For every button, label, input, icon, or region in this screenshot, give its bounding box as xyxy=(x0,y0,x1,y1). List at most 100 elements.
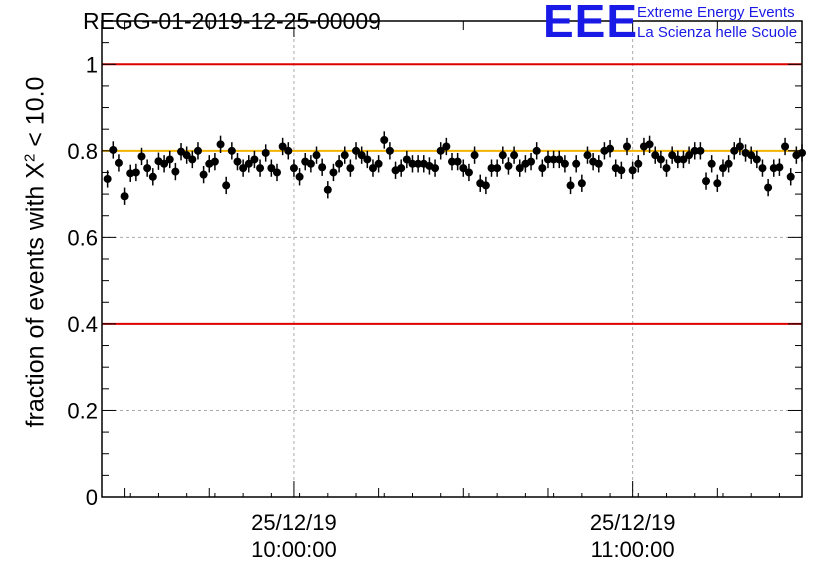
data-point xyxy=(120,192,129,201)
data-point xyxy=(702,177,711,186)
data-point xyxy=(431,164,440,173)
data-point xyxy=(131,168,140,177)
data-point xyxy=(651,151,660,160)
data-point xyxy=(335,159,344,168)
data-point xyxy=(724,159,733,168)
reference-lines xyxy=(102,63,802,325)
data-point xyxy=(250,155,259,164)
data-points xyxy=(103,131,806,205)
data-point xyxy=(380,136,389,144)
data-point xyxy=(735,142,744,151)
data-point xyxy=(109,145,118,154)
y-tick-label: 0.4 xyxy=(67,312,98,337)
data-point xyxy=(572,159,581,168)
y-tick-label: 1 xyxy=(86,52,98,77)
data-point xyxy=(346,164,355,173)
data-point xyxy=(673,155,682,164)
data-point xyxy=(273,168,281,177)
data-point xyxy=(668,151,677,160)
x-tick-label-date: 25/12/19 xyxy=(251,510,337,535)
y-tick-label: 0.6 xyxy=(67,225,98,250)
x-tick-label-date: 25/12/19 xyxy=(590,510,676,535)
data-point xyxy=(256,164,265,173)
data-point xyxy=(566,181,575,190)
data-point xyxy=(459,164,468,173)
data-point xyxy=(645,140,654,149)
eee-logo-mark: EEE xyxy=(543,0,639,47)
data-point xyxy=(515,164,524,173)
data-point xyxy=(481,181,490,190)
data-point xyxy=(470,151,479,160)
y-axis-title-sup: 2 xyxy=(21,153,39,163)
data-point xyxy=(289,164,298,173)
data-point xyxy=(103,174,112,183)
data-point xyxy=(402,155,411,164)
plot-frame xyxy=(101,20,803,498)
data-point xyxy=(374,159,383,168)
data-point xyxy=(594,159,603,168)
data-point xyxy=(352,146,361,155)
data-point xyxy=(543,155,552,164)
data-point xyxy=(527,157,536,166)
data-point xyxy=(786,172,795,181)
data-point xyxy=(363,155,372,164)
data-point xyxy=(775,163,784,172)
data-point xyxy=(730,146,739,155)
logo-line-2: La Scienza nelle Scuole xyxy=(637,24,798,41)
data-point xyxy=(148,172,157,181)
data-point xyxy=(171,167,180,176)
data-point xyxy=(323,185,332,194)
data-point xyxy=(448,157,456,166)
y-axis-title: fraction of events with X2 < 10.0 xyxy=(21,77,50,428)
data-point xyxy=(628,166,637,175)
data-point xyxy=(267,164,276,173)
data-point xyxy=(284,146,293,155)
data-point xyxy=(493,164,502,173)
data-point xyxy=(227,146,236,155)
y-tick-label: 0.2 xyxy=(67,398,98,423)
y-tick-label: 0 xyxy=(86,485,98,510)
data-point xyxy=(656,155,665,164)
data-point xyxy=(764,183,773,192)
data-point xyxy=(707,159,716,168)
data-point xyxy=(261,148,270,157)
data-point xyxy=(397,164,406,173)
data-point xyxy=(414,159,423,168)
y-axis-title-suffix: < 10.0 xyxy=(21,76,50,154)
data-point xyxy=(295,172,304,181)
data-point xyxy=(114,158,123,167)
data-point xyxy=(606,144,615,153)
data-point xyxy=(617,166,626,175)
data-point xyxy=(498,151,507,160)
data-point xyxy=(244,159,253,168)
data-point xyxy=(182,151,191,160)
data-point xyxy=(408,159,417,168)
data-point xyxy=(560,159,569,168)
data-point xyxy=(696,146,705,155)
data-point xyxy=(306,159,315,168)
data-point xyxy=(504,161,513,170)
data-point xyxy=(216,140,225,149)
data-point xyxy=(239,164,248,173)
data-point xyxy=(549,155,558,164)
x-tick-label-time: 11:00:00 xyxy=(591,537,675,562)
data-point xyxy=(685,151,694,160)
tick-labels: 00.20.40.60.8125/12/1910:00:0025/12/1911… xyxy=(67,52,675,562)
data-point xyxy=(188,155,197,164)
data-point xyxy=(143,164,152,173)
data-point xyxy=(577,179,586,188)
data-point xyxy=(453,157,462,166)
data-point xyxy=(662,164,671,173)
data-point xyxy=(436,146,445,155)
data-point xyxy=(690,146,699,155)
data-point xyxy=(538,164,547,173)
logo-line-1: Extreme Energy Events xyxy=(637,4,795,21)
data-point xyxy=(385,146,394,155)
data-point xyxy=(634,159,643,168)
data-point xyxy=(464,168,473,177)
data-point xyxy=(532,146,541,155)
grid-lines xyxy=(102,21,802,497)
data-point xyxy=(758,164,767,173)
data-point xyxy=(137,152,146,161)
data-point xyxy=(510,151,519,160)
